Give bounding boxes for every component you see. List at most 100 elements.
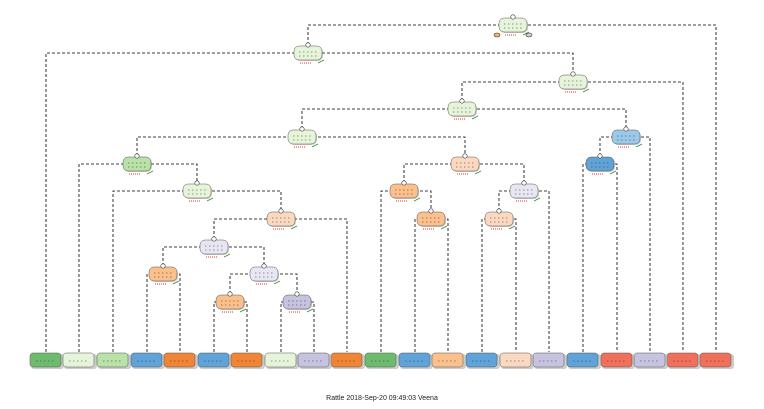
split-direction-glyph [223,253,231,258]
edge-from-node-18 [229,273,298,294]
split-node-6 [287,126,319,148]
leaf-box [398,352,431,368]
split-direction-glyph [635,143,643,148]
leaf-node-39 [633,352,668,369]
node-number-icon [623,126,629,132]
leaf-node-27 [197,352,232,369]
leaf-node-16 [130,352,165,369]
node-box [450,156,480,172]
node-number-icon [570,71,576,77]
tree-nodes [29,14,734,369]
leaf-node-34 [465,352,500,369]
edge-from-node-15 [146,273,181,352]
node-number-icon [428,208,434,214]
leaf-node-17 [163,352,198,369]
split-node-24 [611,126,643,148]
leaf-node-35 [499,352,534,369]
node-box [447,101,477,117]
node-box [282,294,312,310]
split-direction-glyph [146,170,154,175]
split-direction-glyph [206,197,214,202]
node-box [558,74,588,90]
split-node-18 [249,263,281,285]
node-box [215,294,245,310]
split-node-5 [447,98,479,120]
leaf-node-3 [29,352,64,369]
edge-from-node-11 [213,218,348,352]
node-number-icon [194,180,200,186]
leaf-node-32 [297,352,332,369]
node-number-icon [294,291,300,297]
root-left-marker-icon [493,32,501,38]
node-box [293,45,323,61]
node-box [122,156,152,172]
split-node-20 [215,291,247,313]
leaf-node-40 [566,352,601,369]
split-direction-glyph [317,59,325,64]
split-direction-glyph [172,280,180,285]
split-direction-glyph [474,170,482,175]
node-box [498,17,528,33]
split-direction-glyph [533,197,541,202]
leaf-box [431,352,464,368]
node-number-icon [521,180,527,186]
leaf-box [364,352,397,368]
split-node-23 [484,208,516,230]
leaf-box [465,352,498,368]
node-box [585,156,615,172]
leaf-node-8 [62,352,97,369]
leaf-box [499,352,532,368]
leaf-box [163,352,196,368]
split-node-22 [509,180,541,202]
split-direction-glyph [440,225,448,230]
leaf-box [62,352,95,368]
node-number-icon [227,291,233,297]
leaf-box [666,352,699,368]
split-node-9 [182,180,214,202]
leaf-node-38 [431,352,466,369]
leaf-node-10 [96,352,131,369]
split-direction-glyph [311,143,319,148]
leaf-box [532,352,565,368]
leaf-box [330,352,363,368]
split-direction-glyph [508,225,516,230]
node-number-icon [305,42,311,48]
leaf-box [130,352,163,368]
split-node-2 [293,42,325,64]
leaf-node-28 [230,352,265,369]
root-right-marker-icon [525,32,533,38]
node-number-icon [401,180,407,186]
node-number-icon [299,126,305,132]
edge-from-node-24 [599,136,651,352]
node-box [509,183,539,199]
split-node-1 [498,14,530,36]
split-node-36 [585,153,617,175]
node-box [484,211,514,227]
leaf-box [633,352,666,368]
split-direction-glyph [609,170,617,175]
leaf-box [699,352,732,368]
split-node-12 [199,236,231,258]
split-direction-glyph [413,197,421,202]
split-node-15 [148,263,180,285]
split-node-19 [389,180,421,202]
node-box [182,183,212,199]
plot-caption: Rattle 2018-Sep-20 09:49:03 Veena [326,395,438,402]
node-box [416,211,446,227]
leaf-node-33 [532,352,567,369]
node-box [389,183,419,199]
leaf-box [566,352,599,368]
edge-from-node-36 [582,163,618,352]
leaf-box [197,352,230,368]
split-node-21 [282,291,314,313]
node-box [266,211,296,227]
leaf-node-13 [330,352,365,369]
node-number-icon [261,263,267,269]
leaf-box [297,352,330,368]
edge-from-node-4 [461,81,684,352]
node-box [199,239,229,255]
leaf-node-30 [666,352,701,369]
leaf-box [600,352,633,368]
tree-edges [45,24,717,352]
